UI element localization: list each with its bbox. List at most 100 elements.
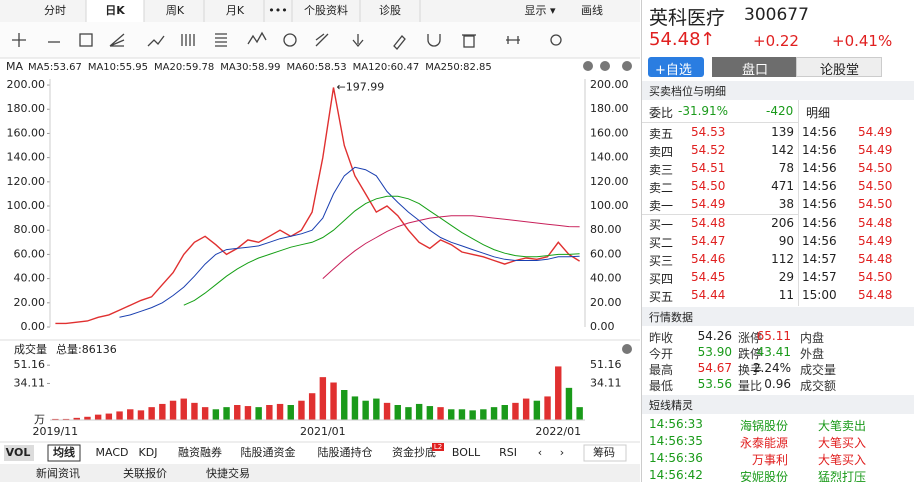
level-volume: 78 [778, 161, 794, 176]
tab[interactable]: 诊股 [379, 3, 401, 17]
level-price: 54.53 [691, 125, 726, 139]
indicator-tab[interactable]: BOLL [452, 446, 481, 459]
indicator-tab[interactable]: 均线 [53, 445, 75, 459]
section-title: 买卖档位与明细 [649, 85, 726, 98]
tab[interactable]: ••• [268, 4, 287, 17]
trade-price: 54.49 [858, 233, 893, 248]
indicator-tab[interactable]: MACD [96, 446, 129, 459]
volume-bar [52, 418, 59, 420]
level-price: 54.48 [691, 215, 726, 230]
level-label: 买二 [649, 235, 674, 250]
bottom-tab[interactable]: 快捷交易 [206, 466, 250, 480]
level-price: 54.51 [691, 161, 726, 176]
indicator-tab[interactable]: 陆股通持仓 [318, 445, 373, 459]
bottom-tab[interactable]: 新闻资讯 [36, 466, 80, 480]
nav-arrow: ‹ [538, 446, 542, 459]
tab[interactable]: 个股资料 [304, 3, 348, 17]
indicator-tab[interactable]: 陆股通资金 [241, 445, 296, 459]
indicator-tab[interactable]: VOL [6, 446, 31, 459]
volume-bar [555, 366, 562, 420]
volume-bar [448, 409, 455, 420]
volume-bar [137, 410, 145, 420]
spirit-stock: 安妮股份 [739, 470, 788, 482]
trade-time: 14:56 [802, 143, 837, 158]
trade-time: 14:56 [802, 197, 837, 212]
volume-bar [84, 416, 91, 420]
trade-price: 54.49 [858, 143, 893, 158]
y-tick-label: 100.00 [590, 199, 629, 212]
y-tick-label: 20.00 [14, 296, 46, 309]
trade-time: 14:56 [802, 233, 837, 248]
stat-cell: 53.56 [697, 377, 732, 391]
chart-title: MA [6, 60, 23, 73]
tool-bar [0, 22, 640, 58]
volume-title: 成交量 [14, 342, 47, 356]
y-tick-label: 40.00 [590, 272, 622, 285]
tab[interactable]: 画线 [581, 3, 603, 17]
spirit-stock: 海锅股份 [739, 419, 788, 433]
h-divider [642, 214, 798, 215]
tab-box [583, 444, 627, 462]
trade-price: 54.48 [858, 215, 893, 230]
y-tick-label: 80.00 [14, 223, 46, 236]
spirit-time: 14:56:33 [649, 417, 703, 431]
volume-bar [201, 407, 209, 420]
level-price: 54.45 [691, 269, 726, 284]
stat-cell: 成交额 [800, 379, 837, 393]
tab[interactable]: 月K [226, 4, 245, 17]
button[interactable]: 论股堂 [820, 63, 860, 78]
spirit-action: 大笔买入 [818, 436, 867, 450]
x-tick-label: 2021/01 [300, 425, 346, 438]
volume-bar [276, 403, 284, 420]
spirit-time: 14:56:36 [649, 451, 703, 465]
tab[interactable]: 显示 ▾ [524, 4, 555, 17]
legend-entry: MA10:55.95 [88, 62, 148, 73]
stat-cell: 成交量 [800, 363, 837, 377]
y-tick-label: 34.11 [14, 376, 46, 389]
volume-bar [62, 418, 70, 420]
stat-cell: 最低 [649, 379, 674, 393]
y-tick-label: 180.00 [7, 102, 46, 115]
tab-bar [0, 0, 640, 22]
indicator-tab[interactable]: 融资融券 [178, 445, 222, 459]
indicator-tab[interactable]: 筹码 [593, 445, 615, 459]
volume-bar [351, 396, 359, 420]
indicator-tab[interactable]: RSI [499, 446, 517, 459]
level-volume: 112 [771, 251, 794, 266]
stat-cell: 内盘 [800, 331, 825, 345]
trade-time: 14:56 [802, 161, 837, 176]
y-tick-label: 100.00 [7, 199, 46, 212]
indicator-tab[interactable]: 资金抄底 [392, 445, 436, 459]
indicator-tab[interactable]: KDJ [139, 446, 158, 459]
stock-code: 300677 [744, 5, 809, 25]
label: 委比 [649, 106, 674, 120]
volume-bar [330, 382, 337, 420]
level-label: 卖一 [649, 199, 674, 214]
button[interactable]: 盘口 [742, 63, 769, 78]
button-bg [796, 57, 882, 77]
badge-bg [432, 443, 444, 451]
volume-bar [127, 409, 134, 420]
level-volume: 471 [771, 179, 794, 194]
y-tick-label: 140.00 [590, 151, 629, 164]
tab-box [47, 444, 81, 462]
tab[interactable]: 周K [166, 4, 185, 17]
change: +0.22 [753, 32, 799, 50]
bottom-tab[interactable]: 关联报价 [123, 466, 167, 480]
button[interactable]: +自选 [655, 63, 692, 78]
legend-entry: MA20:59.78 [154, 62, 214, 73]
y-tick-label: 60.00 [14, 247, 46, 260]
tab[interactable]: 分时 [44, 4, 66, 17]
volume-bar [266, 405, 273, 420]
spirit-time: 14:56:35 [649, 434, 703, 448]
level-volume: 139 [771, 125, 794, 139]
volume-bar [490, 407, 498, 420]
stat-cell: 量比 [738, 379, 763, 393]
detail-title: 明细 [806, 106, 831, 120]
tab[interactable]: 日K [105, 4, 125, 17]
trade-time: 15:00 [802, 287, 837, 302]
y-tick-label: 0.00 [590, 320, 615, 333]
trade-time: 14:57 [802, 269, 837, 284]
level-price: 54.46 [691, 251, 726, 266]
trade-price: 54.50 [858, 161, 893, 176]
